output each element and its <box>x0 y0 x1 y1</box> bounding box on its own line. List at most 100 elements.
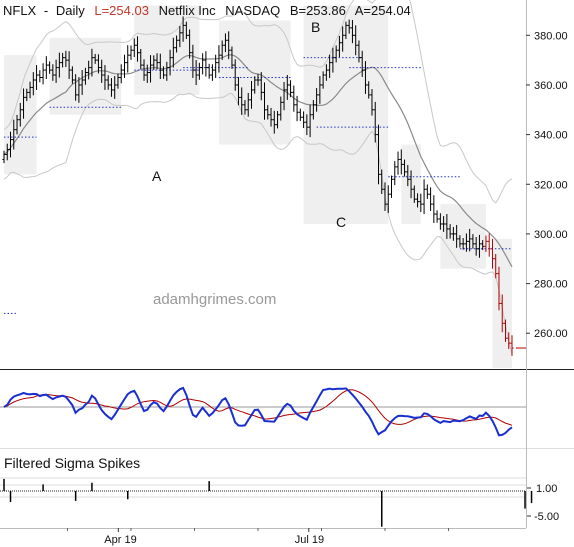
price-bar <box>236 77 241 106</box>
price-bar <box>458 235 462 248</box>
price-bar <box>262 82 267 120</box>
sigma-spikes <box>0 477 533 527</box>
price-bar <box>288 80 293 98</box>
price-bar <box>321 71 325 89</box>
price-bar <box>96 54 101 74</box>
price-bar <box>315 88 319 112</box>
price-bar <box>100 59 104 83</box>
price-bar <box>305 114 309 136</box>
price-bar <box>331 47 335 73</box>
price-bar <box>230 46 234 69</box>
price-bar <box>34 65 39 90</box>
price-bar <box>285 74 289 100</box>
price-bar <box>44 56 48 79</box>
spike-tick-label-1: 1.00 <box>536 483 557 495</box>
price-bar <box>139 48 143 69</box>
price-bar <box>370 89 374 116</box>
price-bar <box>269 107 273 127</box>
price-tick-label: 320.00 <box>534 179 568 191</box>
price-bar <box>181 16 185 42</box>
price-bar <box>383 182 387 211</box>
price-bar <box>54 59 58 83</box>
price-bar <box>240 87 244 115</box>
price-bar <box>318 76 322 104</box>
price-bar <box>77 77 81 103</box>
price-bar <box>422 179 426 215</box>
price-bar <box>142 59 146 81</box>
price-bar <box>129 45 133 60</box>
price-bar <box>168 49 172 76</box>
price-bar <box>337 35 342 58</box>
price-bar <box>233 59 237 91</box>
price-bar <box>116 73 120 89</box>
price-bar <box>266 105 270 120</box>
price-bar <box>500 294 504 333</box>
price-bar <box>243 100 247 115</box>
price-bar <box>442 216 446 232</box>
price-bar <box>113 76 117 99</box>
price-bars <box>2 16 514 356</box>
header-symbol: NFLX <box>3 3 37 18</box>
price-bar <box>484 235 488 253</box>
price-bar <box>5 143 9 161</box>
price-bar <box>389 175 394 198</box>
price-bar <box>152 55 156 70</box>
spike-tick-label-neg5: -5.00 <box>534 511 559 523</box>
price-bar <box>201 53 205 75</box>
price-bar <box>360 50 364 77</box>
price-bar <box>471 234 475 249</box>
price-bar <box>272 110 276 134</box>
price-bar <box>354 25 358 56</box>
price-bar <box>259 72 263 101</box>
oscillator-signal <box>3 389 513 426</box>
price-bar <box>468 228 472 252</box>
price-bar <box>119 64 123 84</box>
price-bar <box>83 67 88 85</box>
price-tick-label: 260.00 <box>534 328 568 340</box>
price-bar <box>28 81 32 99</box>
price-bar <box>347 19 351 34</box>
price-bar <box>451 227 455 241</box>
price-bar <box>438 213 442 230</box>
price-bar <box>386 185 390 214</box>
price-bar <box>145 64 149 83</box>
price-bar <box>227 31 231 60</box>
price-bar <box>308 104 312 138</box>
price-bar <box>90 48 94 77</box>
price-bar <box>415 193 420 208</box>
price-bar <box>12 119 16 150</box>
price-tick-label: 380.00 <box>534 30 568 42</box>
price-bar <box>204 51 208 77</box>
price-bar <box>464 233 469 252</box>
price-bar <box>51 64 55 81</box>
price-bar <box>455 224 459 248</box>
price-bar <box>246 93 250 117</box>
price-bar <box>275 111 280 129</box>
header-ask: A=254.04 <box>355 3 411 18</box>
price-bar <box>311 100 315 120</box>
price-bar <box>445 213 449 239</box>
header-bid: B=253.86 <box>290 3 346 18</box>
price-tick-label: 340.00 <box>534 130 568 142</box>
price-bar <box>8 131 13 158</box>
price-bar <box>448 224 452 239</box>
annotation-c: C <box>336 214 346 230</box>
spike-panel-title: Filtered Sigma Spikes <box>4 455 140 471</box>
price-bar <box>432 195 436 223</box>
header-last: L=254.03 <box>94 3 149 18</box>
price-bar <box>406 164 410 187</box>
price-bar <box>70 66 74 84</box>
price-bar <box>197 62 201 80</box>
price-bar <box>380 169 384 194</box>
price-bar <box>435 210 439 223</box>
shade-block-4 <box>303 5 389 224</box>
price-bar <box>402 159 407 177</box>
price-bar <box>41 63 45 85</box>
price-bar <box>324 64 328 81</box>
price-bar <box>328 54 332 78</box>
watermark: adamhgrimes.com <box>153 291 276 308</box>
price-bar <box>178 25 182 48</box>
price-bar <box>93 53 97 64</box>
date-tick-label: Apr 19 <box>104 534 136 546</box>
price-bar <box>148 55 153 83</box>
